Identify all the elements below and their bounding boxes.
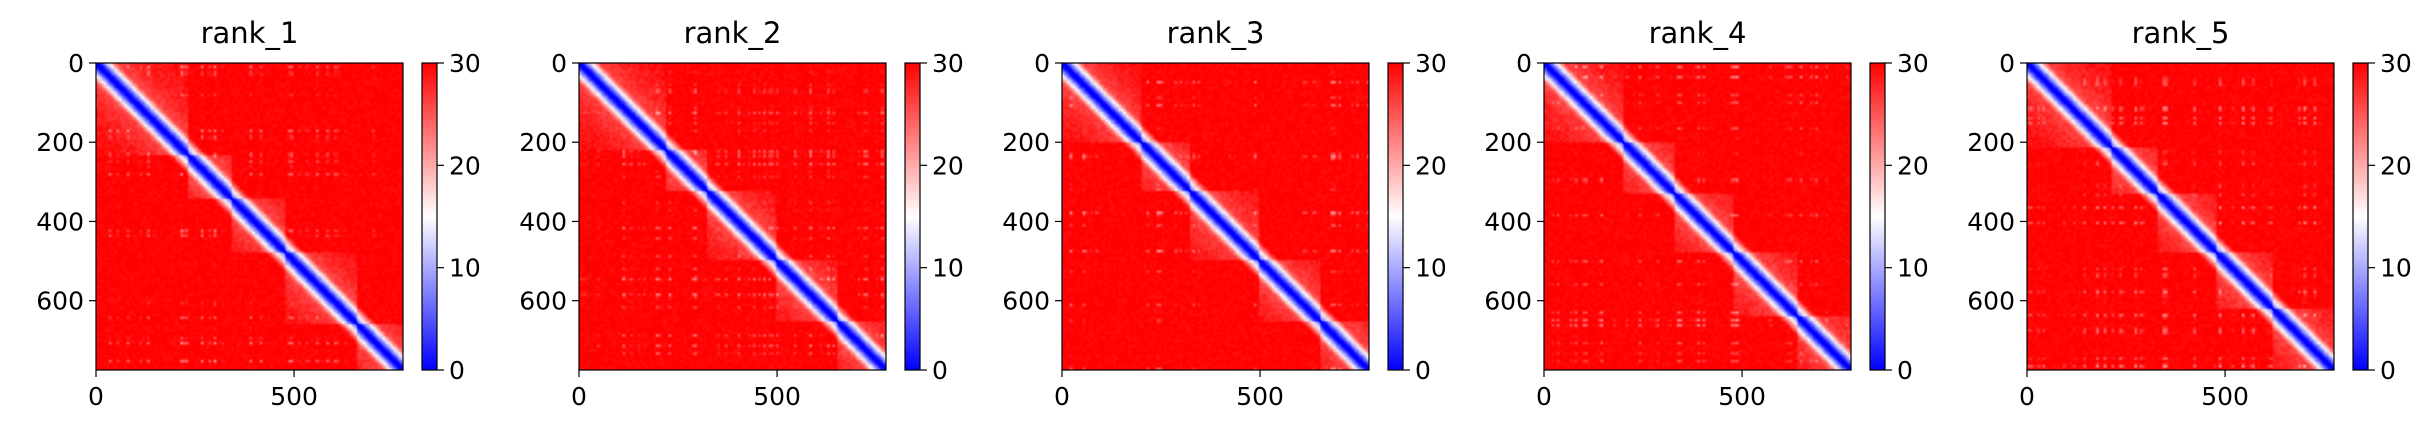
- chart-title: rank_2: [684, 16, 782, 50]
- y-tick-label: 0: [1034, 49, 1050, 78]
- chart-title: rank_1: [201, 16, 299, 50]
- chart-title: rank_3: [1167, 16, 1265, 50]
- y-tick-label: 600: [1484, 287, 1532, 316]
- y-tick-label: 0: [68, 49, 84, 78]
- heatmap-panel-1: rank_1 0 500 0 200 400 600 0 10 20 30: [36, 16, 481, 411]
- heatmap-panel-2: rank_2 0 500 0 200 400 600 0 10 20 30: [519, 16, 964, 411]
- y-tick-label: 600: [1002, 287, 1050, 316]
- colorbar-tick-label: 30: [1897, 49, 1929, 78]
- colorbar: [421, 62, 438, 371]
- diagonal-line: [95, 62, 404, 371]
- x-tick-label: 500: [1718, 382, 1766, 411]
- x-tick-label: 0: [1536, 382, 1552, 411]
- y-tick-label: 200: [1484, 128, 1532, 157]
- colorbar-tick-label: 20: [932, 151, 964, 180]
- y-tick-label: 600: [1967, 287, 2015, 316]
- chart-title: rank_4: [1649, 16, 1747, 50]
- colorbar: [904, 62, 921, 371]
- plot-frame: [1543, 62, 1852, 371]
- diagonal-line: [1061, 62, 1370, 371]
- colorbar-tick-label: 30: [2380, 49, 2412, 78]
- plot-frame: [2026, 62, 2335, 371]
- colorbar-tick-label: 10: [932, 254, 964, 283]
- y-tick-label: 600: [519, 287, 567, 316]
- plot-frame: [1061, 62, 1370, 371]
- colorbar: [1869, 62, 1886, 371]
- colorbar-tick-label: 10: [1415, 254, 1447, 283]
- colorbar-tick-label: 10: [2380, 254, 2412, 283]
- y-tick-label: 0: [1999, 49, 2015, 78]
- colorbar-tick-label: 10: [449, 254, 481, 283]
- y-tick-label: 400: [1967, 207, 2015, 236]
- colorbar-tick-label: 10: [1897, 254, 1929, 283]
- heatmap-panel-4: rank_4 0 500 0 200 400 600 0 10 20 30: [1484, 16, 1929, 411]
- plot-frame: [578, 62, 887, 371]
- colorbar: [1387, 62, 1404, 371]
- colorbar-tick-label: 0: [932, 356, 948, 385]
- y-tick-label: 0: [1516, 49, 1532, 78]
- colorbar-tick-label: 30: [449, 49, 481, 78]
- colorbar-tick-label: 20: [1897, 151, 1929, 180]
- y-tick-label: 600: [36, 287, 84, 316]
- x-tick-label: 500: [753, 382, 801, 411]
- colorbar-tick-label: 0: [1415, 356, 1431, 385]
- colorbar-tick-label: 0: [1897, 356, 1913, 385]
- y-tick-label: 400: [1484, 207, 1532, 236]
- x-tick-label: 0: [571, 382, 587, 411]
- x-tick-label: 0: [1054, 382, 1070, 411]
- y-tick-label: 200: [1002, 128, 1050, 157]
- diagonal-line: [2026, 62, 2335, 371]
- y-tick-label: 400: [36, 207, 84, 236]
- heatmap-panel-5: rank_5 0 500 0 200 400 600 0 10 20 30: [1967, 16, 2412, 411]
- y-tick-label: 200: [519, 128, 567, 157]
- x-tick-label: 0: [2019, 382, 2035, 411]
- x-tick-label: 0: [88, 382, 104, 411]
- y-tick-label: 400: [519, 207, 567, 236]
- colorbar-tick-label: 0: [2380, 356, 2396, 385]
- chart-title: rank_5: [2132, 16, 2230, 50]
- colorbar: [2352, 62, 2369, 371]
- y-tick-label: 200: [1967, 128, 2015, 157]
- y-tick-label: 400: [1002, 207, 1050, 236]
- colorbar-tick-label: 20: [1415, 151, 1447, 180]
- colorbar-tick-label: 0: [449, 356, 465, 385]
- colorbar-tick-label: 30: [1415, 49, 1447, 78]
- colorbar-tick-label: 20: [2380, 151, 2412, 180]
- x-tick-label: 500: [1236, 382, 1284, 411]
- y-tick-label: 0: [551, 49, 567, 78]
- heatmap-panel-3: rank_3 0 500 0 200 400 600 0 10 20 30: [1002, 16, 1447, 411]
- diagonal-line: [578, 62, 887, 371]
- plot-frame: [95, 62, 404, 371]
- x-tick-label: 500: [2201, 382, 2249, 411]
- colorbar-tick-label: 20: [449, 151, 481, 180]
- x-tick-label: 500: [270, 382, 318, 411]
- diagonal-line: [1543, 62, 1852, 371]
- y-tick-label: 200: [36, 128, 84, 157]
- colorbar-tick-label: 30: [932, 49, 964, 78]
